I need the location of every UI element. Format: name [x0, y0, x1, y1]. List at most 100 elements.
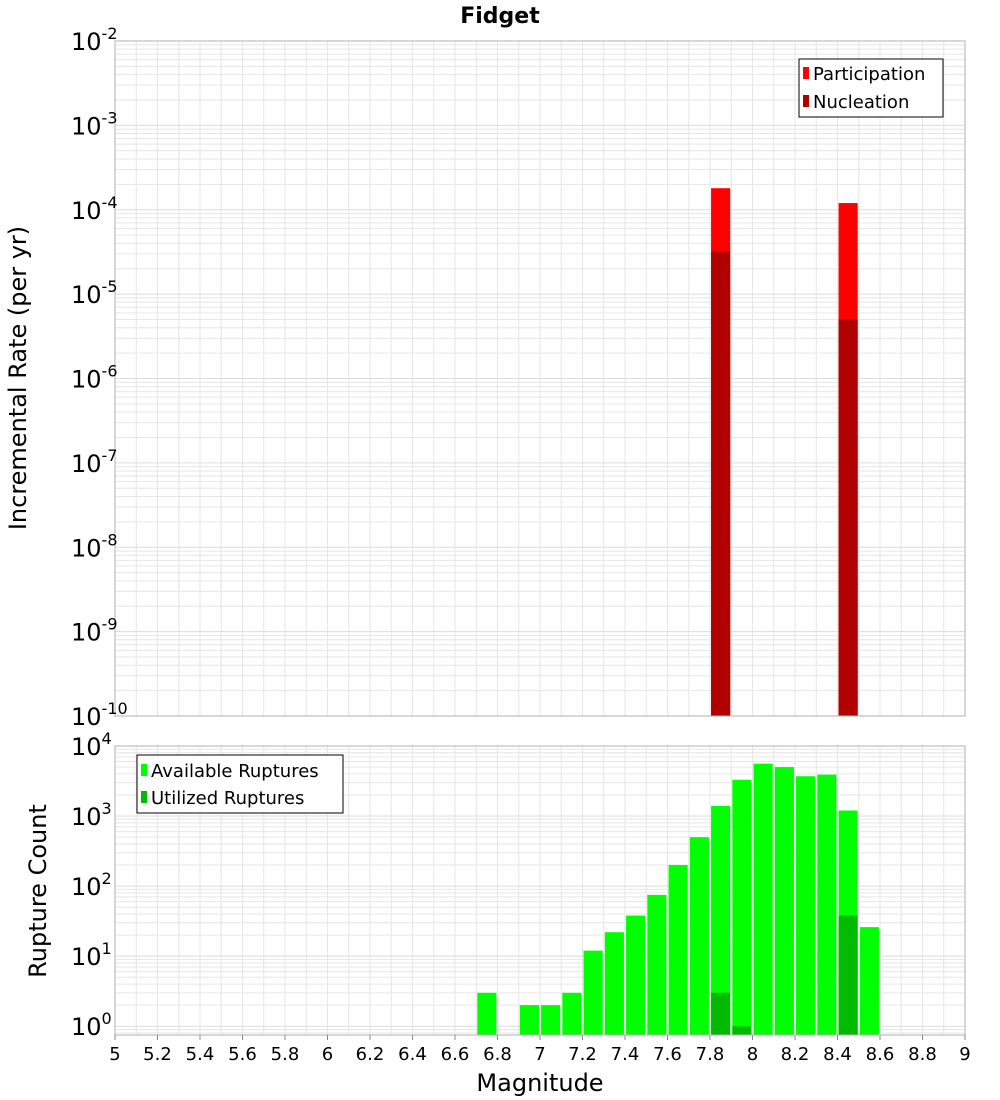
bottom-bar-available-ruptures	[817, 774, 837, 1035]
top-y-tick-label: 10-8	[71, 530, 118, 562]
bottom-bar-available-ruptures	[689, 837, 709, 1035]
bottom-y-tick-label: 102	[71, 869, 112, 901]
x-axis-label: Magnitude	[476, 1069, 603, 1097]
bottom-bar-available-ruptures	[519, 1005, 539, 1035]
x-tick-label: 7.6	[653, 1044, 682, 1065]
x-tick-label: 8.6	[866, 1044, 895, 1065]
top-y-tick-label: 10-2	[71, 24, 118, 56]
legend-swatch-nucleation	[803, 95, 809, 107]
bottom-y-tick-exponent: 0	[102, 1009, 112, 1028]
bottom-bar-available-ruptures	[668, 865, 688, 1035]
bottom-y-tick-base: 10	[71, 733, 102, 761]
top-y-tick-exponent: -7	[102, 446, 118, 465]
top-y-tick-exponent: -3	[102, 108, 118, 127]
bottom-y-tick-base: 10	[71, 803, 102, 831]
top-y-tick-base: 10	[71, 197, 102, 225]
x-tick-label: 5.4	[186, 1044, 215, 1065]
bottom-y-tick-exponent: 3	[102, 799, 112, 818]
bottom-legend-box	[136, 754, 344, 814]
top-bar-nucleation	[838, 319, 858, 716]
top-y-tick-exponent: -6	[102, 362, 118, 381]
top-y-tick-label: 10-7	[71, 446, 118, 478]
bottom-bar-available-ruptures	[774, 767, 794, 1035]
legend-swatch-utilized	[141, 791, 147, 803]
chart-title: Fidget	[460, 4, 540, 29]
bottom-bar-available-ruptures	[604, 932, 624, 1035]
bottom-bar-available-ruptures	[859, 927, 879, 1035]
bottom-y-axis-label: Rupture Count	[24, 804, 52, 978]
top-plot-frame	[114, 40, 966, 717]
top-bars	[711, 188, 858, 717]
x-tick-label: 8.4	[823, 1044, 852, 1065]
top-y-tick-base: 10	[71, 619, 102, 647]
top-y-tick-base: 10	[71, 28, 102, 56]
bottom-y-tick-label: 100	[71, 1009, 112, 1041]
x-tick-label: 7.2	[568, 1044, 597, 1065]
legend-swatch-available	[141, 764, 147, 776]
x-tick-label: 5.8	[271, 1044, 300, 1065]
top-y-tick-exponent: -9	[102, 615, 118, 634]
bottom-y-tick-exponent: 4	[102, 729, 112, 748]
top-y-tick-label: 10-4	[71, 193, 118, 225]
x-tick-label: 6.2	[356, 1044, 385, 1065]
bottom-x-ticks: 5 5.2 5.4 5.6 5.8 6 6.2 6.4 6.6 6.8 7 7.2 7.4 7.6 7.8 8…	[109, 1035, 971, 1065]
bottom-bar-utilized-ruptures	[838, 915, 858, 1035]
x-tick-label: 6	[322, 1044, 333, 1065]
bottom-y-tick-exponent: 2	[102, 869, 112, 888]
top-y-tick-label: 10-5	[71, 277, 118, 309]
bottom-bar-available-ruptures	[796, 776, 816, 1035]
legend-swatch-participation	[803, 67, 809, 79]
top-legend-box	[798, 58, 944, 118]
bottom-y-tick-label: 103	[71, 799, 112, 831]
legend-label-participation: Participation	[813, 64, 925, 85]
bottom-bar-available-ruptures	[753, 763, 773, 1035]
bottom-bar-available-ruptures	[541, 1005, 561, 1035]
x-tick-label: 5.6	[228, 1044, 257, 1065]
top-legend: Participation Nucleation	[798, 58, 944, 118]
x-tick-label: 9	[959, 1044, 970, 1065]
bottom-y-tick-exponent: 1	[102, 939, 112, 958]
bottom-bar-available-ruptures	[626, 915, 646, 1035]
top-y-tick-exponent: -5	[102, 277, 118, 296]
legend-label-available: Available Ruptures	[151, 761, 319, 782]
top-y-tick-exponent: -10	[102, 699, 128, 718]
bottom-y-tick-label: 104	[71, 729, 112, 761]
bottom-bar-utilized-ruptures	[711, 992, 731, 1035]
top-y-tick-exponent: -4	[102, 193, 118, 212]
bottom-y-tick-base: 10	[71, 1013, 102, 1041]
bottom-legend: Available Ruptures Utilized Ruptures	[136, 754, 344, 814]
bottom-bar-available-ruptures	[583, 950, 603, 1035]
x-tick-label: 7.8	[696, 1044, 725, 1065]
x-tick-label: 6.8	[483, 1044, 512, 1065]
top-y-axis-label: Incremental Rate (per yr)	[4, 226, 32, 530]
top-bar-nucleation	[711, 251, 731, 716]
bottom-bar-available-ruptures	[647, 894, 667, 1035]
top-grid	[114, 40, 966, 717]
bottom-bar-available-ruptures	[477, 992, 497, 1035]
x-tick-label: 7.4	[611, 1044, 640, 1065]
bottom-y-tick-base: 10	[71, 873, 102, 901]
top-y-tick-label: 10-6	[71, 362, 118, 394]
bottom-bar-available-ruptures	[711, 805, 731, 1035]
x-tick-label: 8	[747, 1044, 758, 1065]
top-y-tick-label: 10-3	[71, 108, 118, 140]
legend-label-utilized: Utilized Ruptures	[151, 788, 304, 809]
top-y-tick-base: 10	[71, 703, 102, 731]
x-tick-label: 6.4	[398, 1044, 427, 1065]
bottom-y-tick-label: 101	[71, 939, 112, 971]
top-y-tick-base: 10	[71, 112, 102, 140]
top-y-tick-label: 10-9	[71, 615, 118, 647]
bottom-bar-available-ruptures	[732, 779, 752, 1035]
top-y-tick-exponent: -8	[102, 530, 118, 549]
top-y-tick-base: 10	[71, 534, 102, 562]
top-y-tick-base: 10	[71, 366, 102, 394]
top-y-tick-exponent: -2	[102, 24, 118, 43]
x-tick-label: 7	[534, 1044, 545, 1065]
top-y-tick-base: 10	[71, 281, 102, 309]
x-tick-label: 8.8	[908, 1044, 937, 1065]
